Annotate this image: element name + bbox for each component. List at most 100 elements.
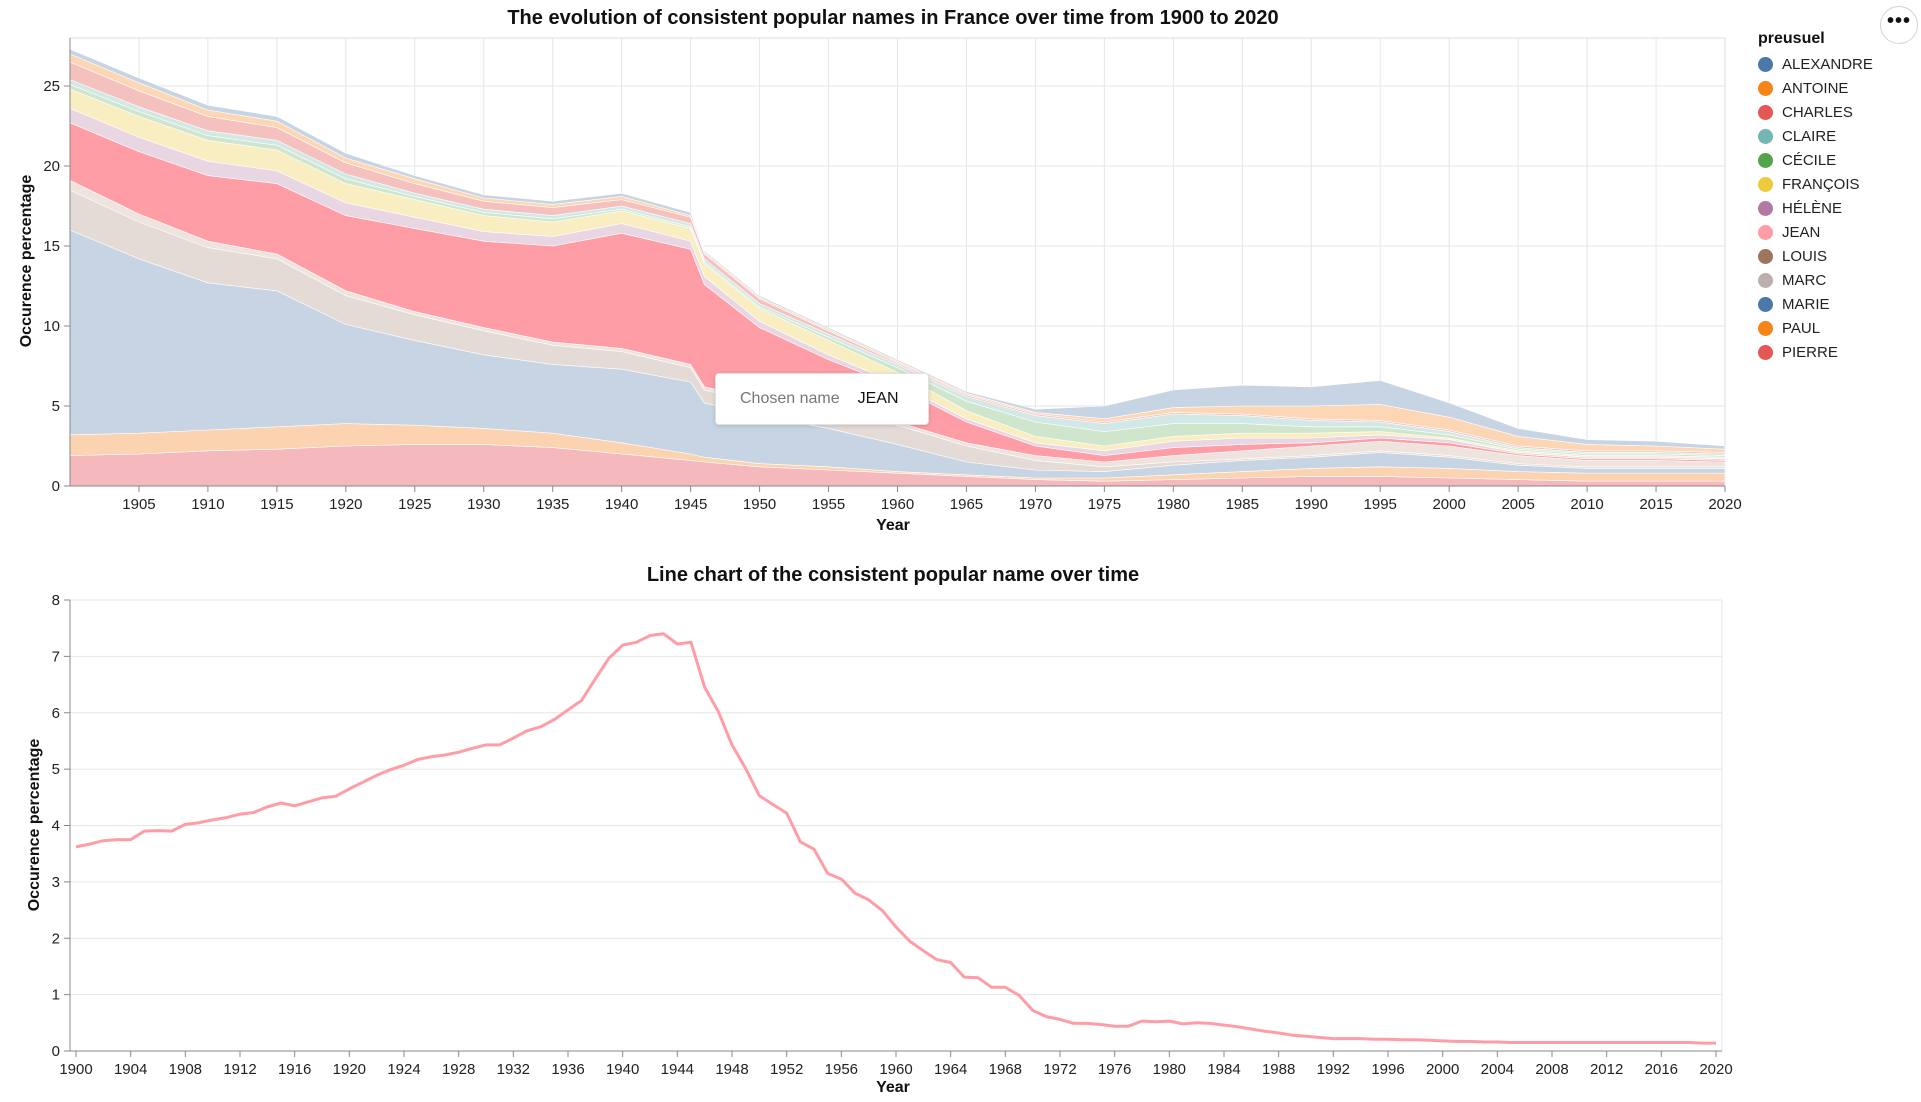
legend-item[interactable]: ANTOINE — [1758, 76, 1873, 100]
legend-swatch — [1758, 176, 1773, 192]
legend-item[interactable]: PAUL — [1758, 316, 1873, 340]
line-chart-y-tick-label: 8 — [52, 592, 60, 609]
legend-label: FRANÇOIS — [1782, 175, 1860, 193]
line-chart-x-tick-label: 1996 — [1371, 1061, 1404, 1078]
legend-label: ALEXANDRE — [1782, 55, 1873, 73]
legend-label: HÉLÈNE — [1782, 199, 1843, 217]
legend-item[interactable]: CHARLES — [1758, 100, 1873, 124]
legend-item[interactable]: FRANÇOIS — [1758, 172, 1873, 196]
line-chart-x-tick-label: 1988 — [1262, 1061, 1295, 1078]
line-chart-x-tick-label: 2020 — [1699, 1061, 1732, 1078]
legend-swatch — [1758, 248, 1773, 264]
legend-items: ALEXANDRE ANTOINE CHARLES CLAIRE CÉCILE FRANÇ… — [1758, 52, 1873, 364]
tooltip: Chosen name JEAN — [715, 373, 929, 425]
line-chart-y-axis-label: Occurence percentage — [26, 739, 43, 912]
stacked-area-x-tick-label: 1930 — [467, 496, 500, 513]
stacked-area-x-tick-label: 2015 — [1639, 496, 1672, 513]
line-chart-x-tick-label: 2008 — [1535, 1061, 1568, 1078]
stacked-area-x-tick-label: 1920 — [329, 496, 362, 513]
stacked-area-x-tick-label: 1970 — [1019, 496, 1052, 513]
stacked-area-axes: 1905 1910 1915 1920 1925 1930 1935 1940 1945 1950… — [43, 38, 1742, 513]
stacked-area-x-tick-label: 1915 — [260, 496, 293, 513]
line-chart-x-tick-label: 1900 — [59, 1061, 92, 1078]
stacked-area-x-tick-label: 1985 — [1226, 496, 1259, 513]
legend-item[interactable]: LOUIS — [1758, 244, 1873, 268]
stacked-area-x-tick-label: 1950 — [743, 496, 776, 513]
line-chart-x-tick-label: 2000 — [1426, 1061, 1459, 1078]
stacked-area-x-tick-label: 1935 — [536, 496, 569, 513]
line-chart-x-tick-label: 1968 — [989, 1061, 1022, 1078]
line-chart-y-tick-label: 7 — [52, 648, 60, 665]
stacked-area-x-tick-label: 1945 — [674, 496, 707, 513]
legend-label: CHARLES — [1782, 103, 1853, 121]
line-chart-x-tick-label: 1952 — [770, 1061, 803, 1078]
legend-label: ANTOINE — [1782, 79, 1849, 97]
stacked-area-x-tick-label: 1940 — [605, 496, 638, 513]
line-chart-x-tick-label: 1912 — [223, 1061, 256, 1078]
legend-label: LOUIS — [1782, 247, 1828, 265]
stacked-area-y-tick-label: 15 — [43, 238, 60, 255]
legend: preusuel ALEXANDRE ANTOINE CHARLES CLAIRE CÉ… — [1758, 30, 1873, 364]
legend-item[interactable]: MARIE — [1758, 292, 1873, 316]
stacked-area-x-tick-label: 1990 — [1295, 496, 1328, 513]
line-chart-x-tick-label: 1984 — [1207, 1061, 1240, 1078]
legend-item[interactable]: CLAIRE — [1758, 124, 1873, 148]
line-chart-x-tick-label: 1956 — [825, 1061, 858, 1078]
line-chart-series[interactable] — [75, 632, 1716, 1045]
stacked-area-y-tick-label: 0 — [52, 478, 60, 495]
stacked-area-x-tick-label: 1965 — [950, 496, 983, 513]
stacked-area-x-tick-label: 2010 — [1570, 496, 1603, 513]
tooltip-key: Chosen name — [740, 390, 840, 407]
legend-item[interactable]: ALEXANDRE — [1758, 52, 1873, 76]
stacked-area-x-tick-label: 1980 — [1157, 496, 1190, 513]
stacked-area-x-tick-label: 1960 — [881, 496, 914, 513]
legend-title: preusuel — [1758, 30, 1825, 47]
legend-swatch — [1758, 56, 1773, 72]
stacked-area-x-tick-label: 1925 — [398, 496, 431, 513]
stacked-area-chart-title: The evolution of consistent popular name… — [507, 7, 1278, 29]
line-chart-x-tick-label: 1992 — [1317, 1061, 1350, 1078]
legend-swatch — [1758, 224, 1773, 240]
legend-swatch — [1758, 296, 1773, 312]
legend-label: CÉCILE — [1782, 151, 1837, 169]
legend-item[interactable]: MARC — [1758, 268, 1873, 292]
legend-swatch — [1758, 104, 1773, 120]
stacked-area-x-tick-label: 2000 — [1432, 496, 1465, 513]
legend-label: PAUL — [1782, 319, 1821, 337]
stacked-area-x-tick-label: 1955 — [812, 496, 845, 513]
legend-item[interactable]: PIERRE — [1758, 340, 1873, 364]
line-chart-x-tick-label: 1904 — [114, 1061, 147, 1078]
line-chart-x-tick-label: 1916 — [278, 1061, 311, 1078]
area-layer-alexandre[interactable] — [69, 48, 1726, 450]
line-chart-x-tick-label: 1928 — [442, 1061, 475, 1078]
line-chart-x-tick-label: 1924 — [387, 1061, 420, 1078]
legend-item[interactable]: JEAN — [1758, 220, 1873, 244]
line-chart-x-tick-label: 1960 — [879, 1061, 912, 1078]
line-chart-grid — [70, 599, 1723, 1052]
line-chart-x-tick-label: 1944 — [661, 1061, 694, 1078]
line-chart-x-tick-label: 1932 — [497, 1061, 530, 1078]
line-chart-x-tick-label: 1948 — [715, 1061, 748, 1078]
legend-swatch — [1758, 80, 1773, 96]
line-chart-y-tick-label: 1 — [52, 987, 60, 1004]
line-chart-y-tick-label: 4 — [52, 818, 60, 835]
line-chart-x-tick-label: 2004 — [1481, 1061, 1514, 1078]
line-chart-x-tick-label: 2012 — [1590, 1061, 1623, 1078]
legend-item[interactable]: CÉCILE — [1758, 148, 1873, 172]
stacked-area-y-axis-label: Occurence percentage — [18, 175, 35, 348]
more-options-button[interactable]: ••• — [1880, 6, 1918, 44]
stacked-area-y-tick-label: 25 — [43, 78, 60, 95]
legend-label: MARC — [1782, 271, 1827, 289]
line-chart-x-tick-label: 1976 — [1098, 1061, 1131, 1078]
legend-swatch — [1758, 344, 1773, 360]
stacked-area-x-tick-label: 1975 — [1088, 496, 1121, 513]
line-chart-y-tick-label: 6 — [52, 705, 60, 722]
line-chart-y-tick-label: 3 — [52, 874, 60, 891]
line-chart-x-tick-label: 1964 — [934, 1061, 967, 1078]
line-chart-y-tick-label: 2 — [52, 930, 60, 947]
series-line-jean[interactable] — [75, 632, 1716, 1045]
line-chart-x-tick-label: 2016 — [1645, 1061, 1678, 1078]
line-chart-y-tick-label: 5 — [52, 761, 60, 778]
legend-item[interactable]: HÉLÈNE — [1758, 196, 1873, 220]
